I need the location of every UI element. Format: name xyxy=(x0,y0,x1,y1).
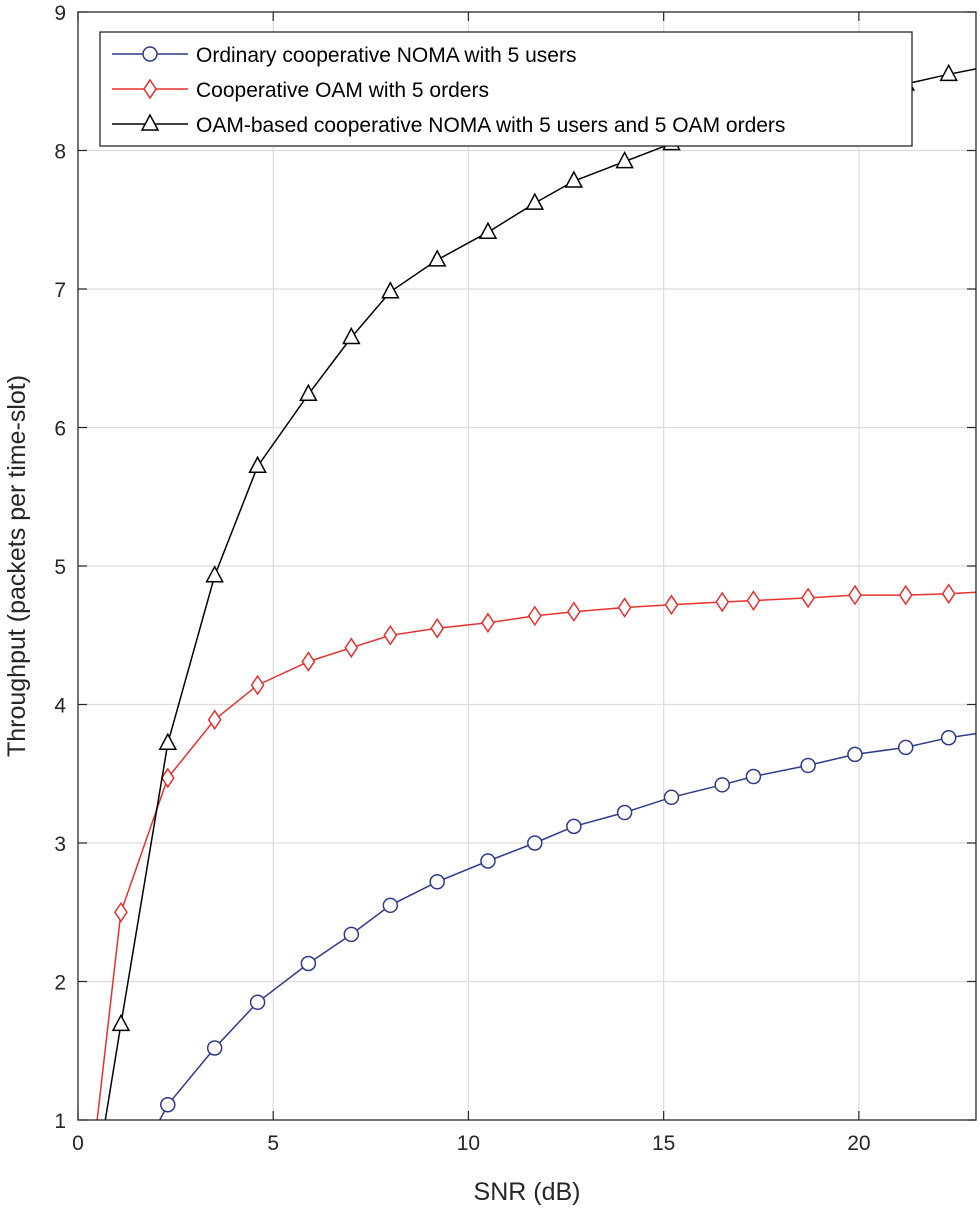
data-point-circle xyxy=(480,853,496,869)
data-point-circle xyxy=(206,1040,223,1056)
legend-box xyxy=(99,31,913,147)
axis-ticks: 0 5 10 15 20 1 2 3 4 5 6 7 8 9 xyxy=(54,2,976,1155)
data-point-triangle xyxy=(525,192,545,210)
data-point-triangle xyxy=(299,383,318,402)
data-point-circle xyxy=(300,955,317,972)
y-tick-label: 4 xyxy=(54,695,66,718)
data-point-diamond xyxy=(114,901,128,923)
x-tick-label: 20 xyxy=(847,1132,870,1155)
y-tick-label: 7 xyxy=(54,279,66,302)
series-line-1 xyxy=(158,732,976,1120)
y-tick-label: 9 xyxy=(54,2,66,25)
data-point-triangle xyxy=(615,150,634,169)
data-point-circle xyxy=(800,757,816,774)
data-point-triangle xyxy=(939,63,958,82)
x-axis-title: SNR (dB) xyxy=(474,1178,581,1206)
data-point-diamond xyxy=(566,601,581,623)
series-1 xyxy=(158,729,976,1120)
grid-lines xyxy=(78,12,976,1120)
x-tick-label: 0 xyxy=(72,1132,84,1155)
legend-marker-triangle xyxy=(140,113,160,131)
data-point-triangle xyxy=(564,170,584,188)
legend-entry: Ordinary cooperative NOMA with 5 users xyxy=(112,44,576,67)
y-tick-label: 8 xyxy=(54,141,66,164)
y-tick-label: 5 xyxy=(54,556,66,579)
data-point-triangle xyxy=(478,221,498,239)
data-point-circle xyxy=(382,897,399,914)
data-point-triangle xyxy=(248,455,267,474)
data-point-diamond xyxy=(715,591,730,613)
data-point-circle xyxy=(429,874,445,890)
data-point-diamond xyxy=(481,612,495,634)
legend: Ordinary cooperative NOMA with 5 users Co… xyxy=(99,31,913,147)
data-point-circle xyxy=(940,729,957,746)
data-point-circle xyxy=(160,1097,176,1113)
x-tick-label: 5 xyxy=(267,1132,279,1155)
data-point-circle xyxy=(663,789,680,806)
data-point-diamond xyxy=(430,617,445,639)
data-point-diamond xyxy=(301,651,316,672)
data-point-circle xyxy=(343,926,360,943)
data-point-diamond xyxy=(746,590,761,611)
data-point-diamond xyxy=(344,637,359,659)
data-point-triangle xyxy=(205,565,224,583)
legend-entry: OAM-based cooperative NOMA with 5 users … xyxy=(112,113,785,137)
data-point-circle xyxy=(745,768,762,785)
data-point-triangle xyxy=(111,1013,131,1032)
data-point-diamond xyxy=(207,709,222,731)
data-point-diamond xyxy=(527,605,542,627)
legend-label: OAM-based cooperative NOMA with 5 users … xyxy=(196,114,785,137)
data-point-diamond xyxy=(383,624,398,646)
data-point-circle xyxy=(616,804,633,821)
data-point-diamond xyxy=(801,587,816,609)
y-axis-title: Throughput (packets per time-slot) xyxy=(3,375,31,757)
data-point-triangle xyxy=(158,732,178,751)
x-tick-label: 15 xyxy=(652,1132,675,1155)
data-point-triangle xyxy=(381,281,400,299)
y-tick-label: 3 xyxy=(54,833,66,856)
data-point-circle xyxy=(714,777,730,793)
y-tick-label: 1 xyxy=(54,1110,66,1133)
data-point-diamond xyxy=(848,584,862,606)
y-tick-label: 6 xyxy=(54,418,66,441)
data-point-circle xyxy=(897,739,914,756)
series-2 xyxy=(96,583,976,1120)
data-point-diamond xyxy=(250,674,265,696)
data-point-diamond xyxy=(160,767,175,789)
data-point-circle xyxy=(249,994,266,1011)
data-point-triangle xyxy=(342,326,361,345)
data-point-diamond xyxy=(664,594,679,616)
legend-marker-circle xyxy=(142,46,158,62)
legend-label: Cooperative OAM with 5 orders xyxy=(196,79,489,102)
data-point-diamond xyxy=(898,584,913,606)
legend-marker-diamond xyxy=(143,78,157,100)
data-point-circle xyxy=(847,746,863,763)
y-tick-label: 2 xyxy=(54,972,66,995)
data-point-circle xyxy=(566,818,582,835)
legend-label: Ordinary cooperative NOMA with 5 users xyxy=(196,44,576,67)
data-point-diamond xyxy=(617,597,632,618)
data-point-diamond xyxy=(941,583,956,605)
x-tick-label: 10 xyxy=(457,1132,480,1155)
legend-entry: Cooperative OAM with 5 orders xyxy=(112,78,489,102)
data-point-circle xyxy=(527,835,543,851)
data-point-triangle xyxy=(427,249,447,267)
